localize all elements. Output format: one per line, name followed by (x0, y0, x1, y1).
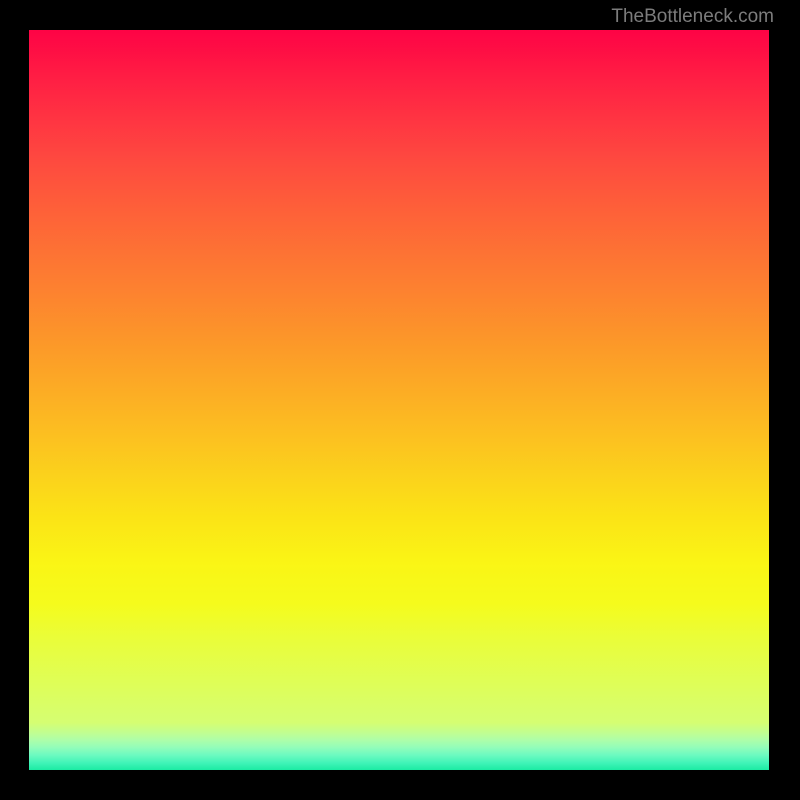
watermark-label: TheBottleneck.com (611, 6, 774, 28)
chart-background-gradient (29, 30, 769, 770)
chart-plot (29, 30, 769, 770)
